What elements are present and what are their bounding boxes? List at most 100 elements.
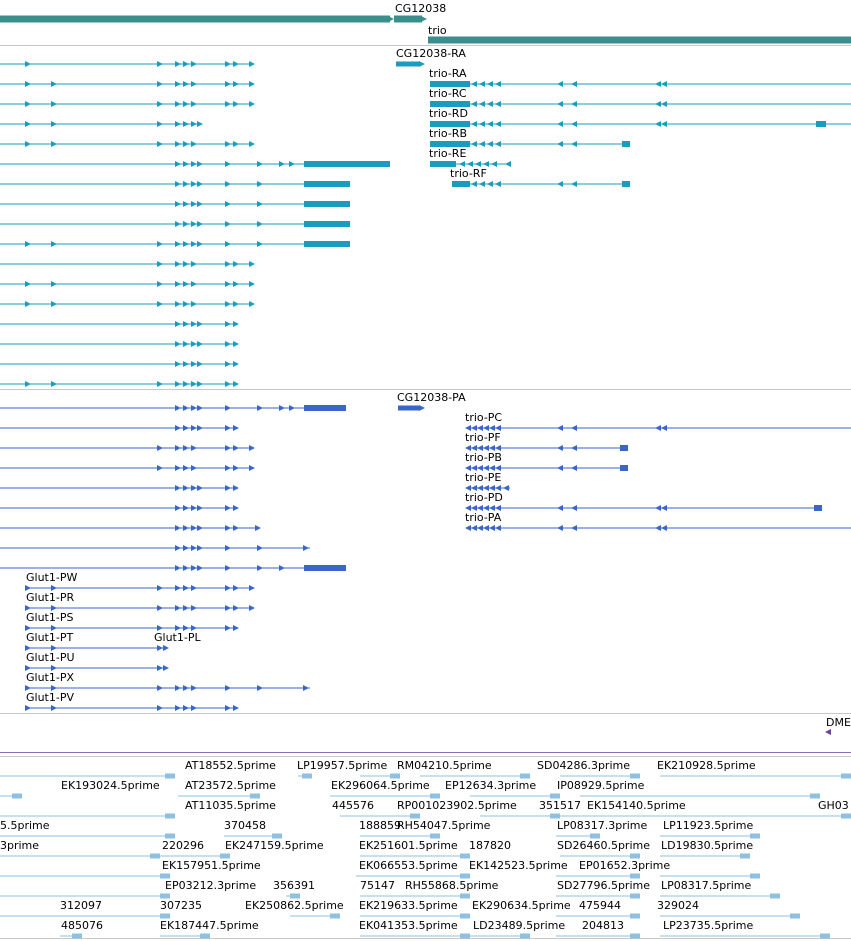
strand-arrow — [655, 81, 661, 87]
strand-arrow — [471, 465, 477, 471]
gene-feature[interactable] — [428, 36, 851, 44]
est-block[interactable] — [160, 913, 170, 919]
est-block[interactable] — [165, 773, 175, 779]
transcript-exon[interactable] — [622, 181, 630, 187]
est-block[interactable] — [165, 813, 175, 819]
protein-block[interactable] — [398, 405, 420, 411]
transcript-exon[interactable] — [430, 81, 470, 87]
est-block[interactable] — [630, 853, 640, 859]
est-label: 307235 — [160, 899, 202, 912]
est-label: 5.5prime — [0, 819, 50, 832]
protein-block[interactable] — [304, 565, 346, 571]
est-block[interactable] — [841, 813, 851, 819]
strand-arrow — [495, 425, 501, 431]
est-block[interactable] — [750, 873, 760, 879]
transcript-exon[interactable] — [430, 101, 470, 107]
est-block[interactable] — [841, 773, 851, 779]
est-label: EK154140.5prime — [587, 799, 686, 812]
protein-block[interactable] — [814, 505, 822, 511]
strand-arrow — [249, 261, 255, 267]
est-block[interactable] — [520, 773, 530, 779]
strand-arrow — [249, 445, 255, 451]
strand-arrow — [571, 181, 577, 187]
transcript-exon[interactable] — [304, 181, 350, 187]
strand-arrow — [197, 121, 203, 127]
strand-arrow — [471, 425, 477, 431]
est-block[interactable] — [160, 873, 170, 879]
est-block[interactable] — [460, 893, 470, 899]
est-block[interactable] — [550, 813, 560, 819]
est-block[interactable] — [160, 893, 170, 899]
transcript-exon[interactable] — [452, 181, 470, 187]
transcript-exon[interactable] — [304, 201, 350, 207]
est-block[interactable] — [550, 793, 560, 799]
est-block[interactable] — [630, 873, 640, 879]
strand-arrow — [191, 445, 197, 451]
strand-arrow — [51, 141, 57, 147]
est-block[interactable] — [460, 933, 470, 939]
est-block[interactable] — [820, 933, 830, 939]
strand-arrow — [557, 181, 563, 187]
est-block[interactable] — [810, 793, 820, 799]
transcript-exon[interactable] — [430, 121, 470, 127]
est-block[interactable] — [630, 913, 640, 919]
strand-arrow — [25, 81, 31, 87]
est-block[interactable] — [790, 913, 800, 919]
transcript-exon[interactable] — [430, 161, 456, 167]
transcript-exon[interactable] — [304, 161, 390, 167]
est-block[interactable] — [740, 853, 750, 859]
est-block[interactable] — [250, 793, 260, 799]
gene-feature[interactable] — [394, 15, 422, 23]
est-block[interactable] — [460, 873, 470, 879]
est-block[interactable] — [72, 933, 82, 939]
est-block[interactable] — [150, 853, 160, 859]
est-block[interactable] — [430, 793, 440, 799]
protein-block[interactable] — [620, 465, 628, 471]
strand-arrow — [489, 465, 495, 471]
transcript-exon[interactable] — [396, 61, 420, 67]
est-block[interactable] — [330, 913, 340, 919]
strand-arrow — [175, 685, 181, 691]
est-block[interactable] — [630, 893, 640, 899]
est-block[interactable] — [272, 833, 282, 839]
transcript-exon[interactable] — [430, 141, 470, 147]
strand-arrow — [257, 241, 263, 247]
strand-arrow — [191, 505, 197, 511]
est-block[interactable] — [770, 893, 780, 899]
est-block[interactable] — [302, 773, 312, 779]
est-block[interactable] — [630, 773, 640, 779]
transcript-exon[interactable] — [304, 241, 350, 247]
strand-arrow — [479, 101, 485, 107]
strand-arrow — [249, 585, 255, 591]
est-label: AT23572.5prime — [185, 779, 276, 792]
est-label: EK210928.5prime — [657, 759, 756, 772]
est-block[interactable] — [430, 833, 440, 839]
transcript-exon[interactable] — [304, 221, 350, 227]
est-block[interactable] — [220, 853, 230, 859]
est-block[interactable] — [390, 773, 400, 779]
protein-block[interactable] — [304, 405, 346, 411]
strand-arrow — [191, 585, 197, 591]
est-block[interactable] — [460, 853, 470, 859]
gene-feature[interactable] — [0, 15, 390, 23]
strand-arrow — [51, 605, 57, 611]
est-block[interactable] — [290, 893, 300, 899]
est-block[interactable] — [460, 913, 470, 919]
transcript-exon[interactable] — [816, 121, 826, 127]
strand-arrow — [175, 381, 181, 387]
transcript-label: CG12038-RA — [396, 47, 466, 60]
est-block[interactable] — [630, 933, 640, 939]
est-block[interactable] — [520, 933, 530, 939]
est-block[interactable] — [12, 793, 22, 799]
est-block[interactable] — [410, 813, 420, 819]
est-block[interactable] — [165, 833, 175, 839]
est-label: GH03 — [818, 799, 849, 812]
transcript-exon[interactable] — [622, 141, 630, 147]
est-label: EK219633.5prime — [359, 899, 458, 912]
est-block[interactable] — [200, 933, 210, 939]
protein-block[interactable] — [620, 445, 628, 451]
est-block[interactable] — [590, 833, 600, 839]
est-block[interactable] — [750, 833, 760, 839]
strand-arrow — [225, 445, 231, 451]
